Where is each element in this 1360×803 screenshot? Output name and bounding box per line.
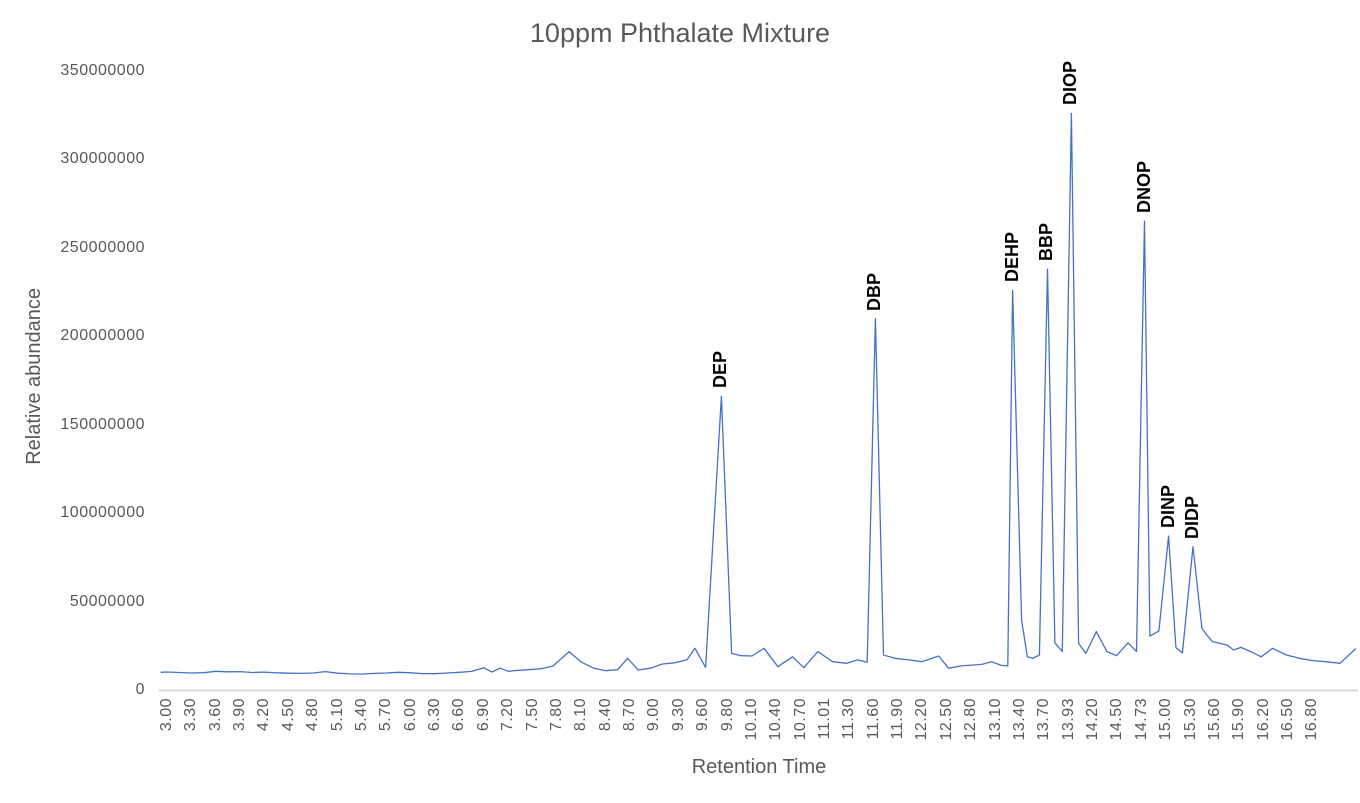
y-tick-label: 100000000 [60, 504, 145, 522]
x-tick-label: 8.40 [596, 698, 614, 732]
x-tick-label: 14.20 [1084, 698, 1102, 741]
x-tick-label: 9.30 [669, 698, 687, 732]
x-tick-label: 4.80 [304, 698, 322, 732]
x-tick-label: 7.80 [547, 698, 565, 732]
y-tick-label: 350000000 [60, 61, 145, 79]
peak-label-dbp: DBP [864, 272, 885, 311]
x-tick-label: 13.93 [1059, 698, 1077, 741]
x-tick-label: 14.73 [1132, 698, 1150, 741]
x-tick-label: 6.90 [474, 698, 492, 732]
y-tick-label: 50000000 [69, 592, 145, 610]
x-tick-label: 15.90 [1230, 698, 1248, 741]
x-tick-label: 16.20 [1254, 698, 1272, 741]
chart-title: 10ppm Phthalate Mixture [529, 18, 831, 48]
x-tick-label: 3.00 [158, 698, 175, 732]
x-tick-label: 3.90 [231, 698, 249, 732]
x-tick-label: 12.80 [962, 698, 980, 741]
x-tick-label: 3.60 [206, 698, 224, 732]
x-tick-label: 8.70 [621, 698, 639, 732]
x-tick-label: 10.40 [767, 698, 785, 741]
x-tick-label: 12.20 [913, 698, 931, 741]
y-tick-label: 300000000 [60, 150, 145, 168]
x-tick-label: 6.00 [401, 698, 419, 732]
x-tick-label: 10.10 [742, 698, 760, 741]
x-tick-label: 6.60 [450, 698, 468, 732]
peak-label-bbp: BBP [1036, 223, 1057, 262]
x-tick-label: 12.50 [937, 698, 955, 741]
x-axis-title: Retention Time [691, 756, 827, 778]
y-tick-label: 200000000 [60, 327, 145, 345]
x-tick-label: 11.90 [889, 698, 907, 740]
x-tick-label: 9.00 [645, 698, 663, 732]
x-tick-label: 15.00 [1157, 698, 1175, 741]
x-tick-label: 4.50 [279, 698, 297, 732]
x-tick-label: 16.80 [1303, 698, 1321, 741]
x-tick-label: 7.20 [499, 698, 517, 732]
peak-label-diop: DIOP [1060, 61, 1081, 106]
x-tick-label: 3.30 [182, 698, 200, 732]
x-tick-label: 10.70 [791, 698, 809, 741]
x-tick-label: 9.60 [694, 698, 712, 732]
x-tick-label: 6.30 [426, 698, 444, 732]
x-tick-label: 16.50 [1279, 698, 1297, 741]
x-tick-label: 4.20 [255, 698, 273, 732]
x-tick-label: 15.30 [1181, 698, 1199, 741]
x-tick-label: 13.70 [1035, 698, 1053, 741]
x-tick-label: 5.10 [328, 698, 346, 732]
peak-label-dep: DEP [710, 351, 731, 389]
x-tick-label: 5.40 [352, 698, 370, 732]
chromatogram-trace [160, 112, 1357, 675]
x-tick-label: 5.70 [377, 698, 395, 732]
x-tick-label: 13.40 [1010, 698, 1028, 741]
x-tick-label: 14.50 [1108, 698, 1126, 741]
x-tick-label: 11.30 [840, 698, 858, 740]
peak-label-dinp: DINP [1157, 485, 1178, 529]
peak-label-didp: DIDP [1181, 495, 1202, 539]
x-tick-label: 11.60 [864, 698, 882, 740]
x-tick-label: 15.60 [1205, 698, 1223, 741]
peak-label-dnop: DNOP [1133, 161, 1154, 214]
x-tick-label: 13.10 [986, 698, 1004, 741]
y-tick-label: 150000000 [60, 415, 145, 433]
x-tick-label: 8.10 [572, 698, 590, 732]
x-tick-label: 11.01 [815, 698, 833, 740]
y-tick-label: 250000000 [60, 238, 145, 256]
peak-label-dehp: DEHP [1001, 232, 1022, 283]
x-tick-label: 7.50 [523, 698, 541, 732]
x-tick-label: 9.80 [718, 698, 736, 732]
y-tick-label: 0 [135, 681, 145, 698]
